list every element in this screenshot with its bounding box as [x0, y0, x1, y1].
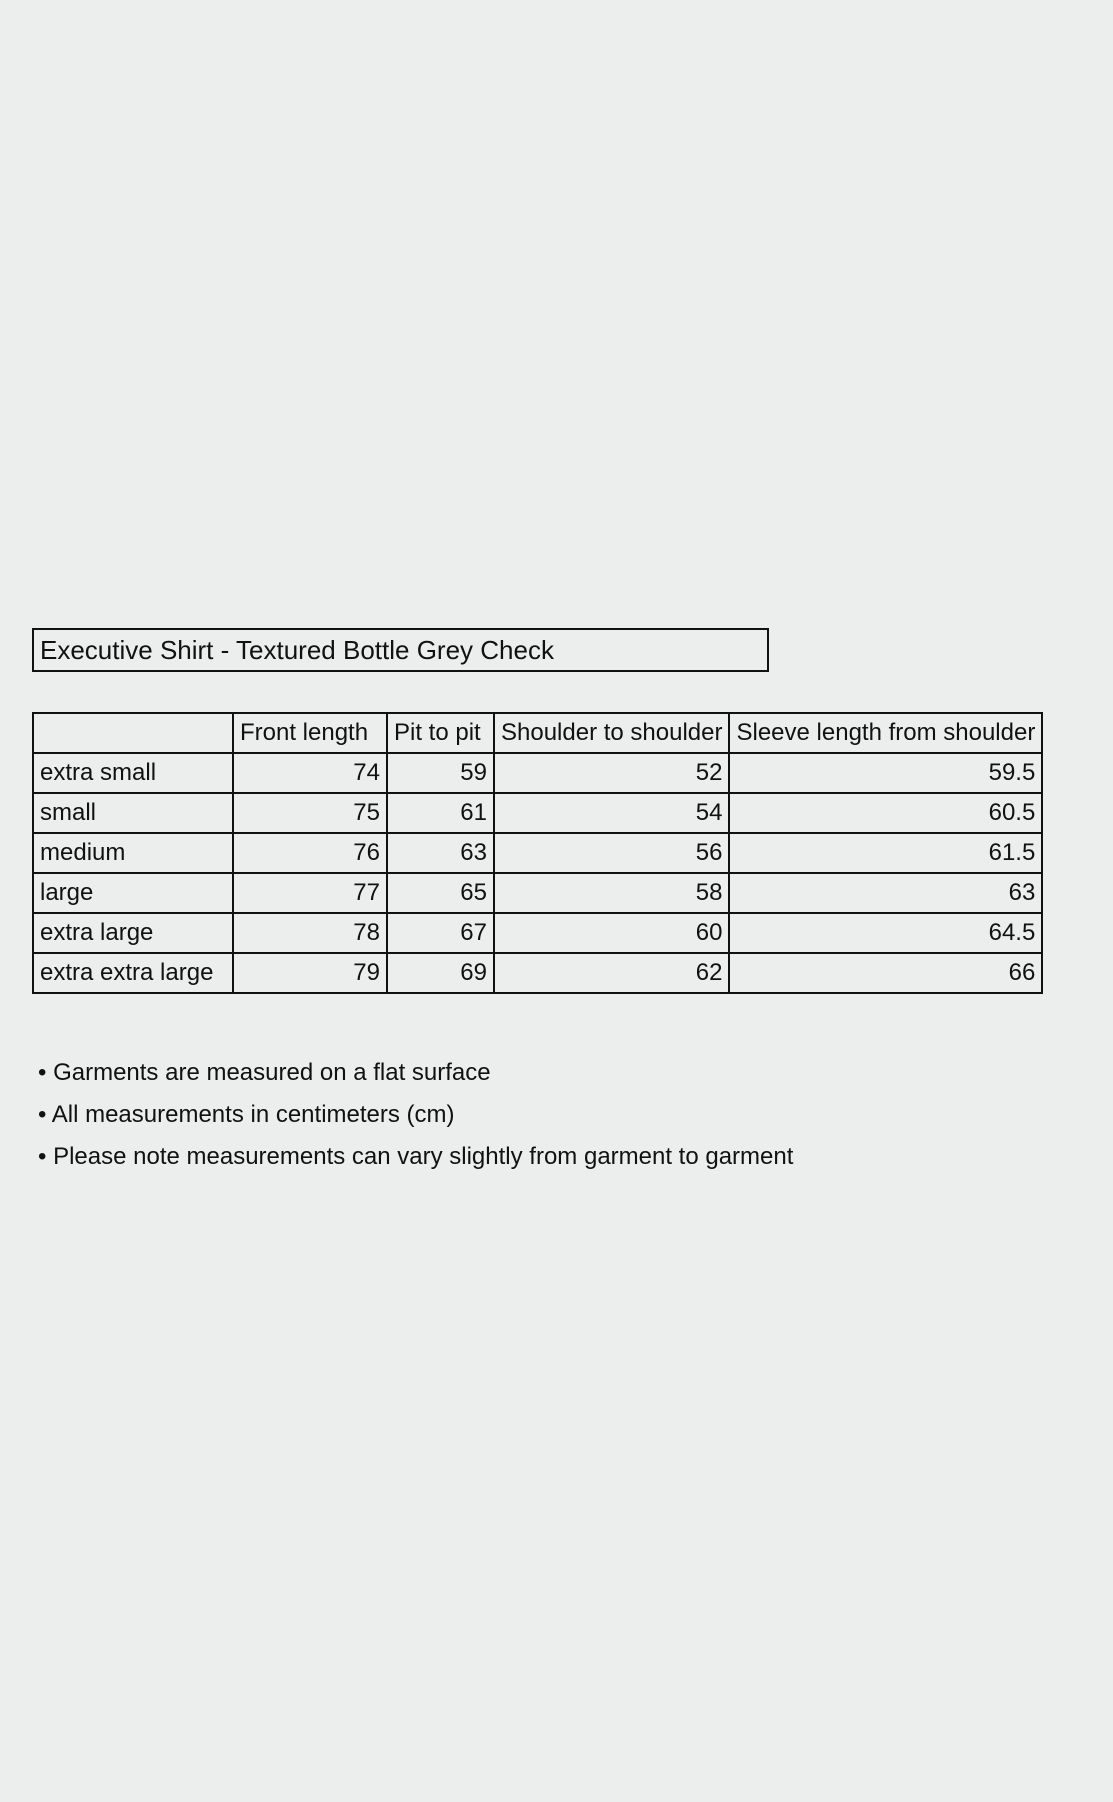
measurement: 56	[492, 832, 731, 874]
measurement: 76	[232, 832, 388, 874]
measurement: 67	[386, 912, 495, 954]
table-row: extra small 74 59 52 59.5	[32, 752, 1044, 794]
size-table: Front length Pit to pit Shoulder to should…	[32, 712, 1044, 994]
table-row: small 75 61 54 60.5	[32, 792, 1044, 834]
column-header: Front length	[232, 712, 388, 754]
measurement: 60.5	[728, 792, 1044, 834]
measurement: 69	[386, 952, 495, 994]
measurement: 61.5	[728, 832, 1044, 874]
measurement: 59.5	[728, 752, 1044, 794]
table-row: extra large 78 67 60 64.5	[32, 912, 1044, 954]
note: • All measurements in centimeters (cm)	[38, 1101, 455, 1128]
measurement: 52	[492, 752, 731, 794]
title-box: Executive Shirt - Textured Bottle Grey C…	[32, 628, 769, 672]
table-body: extra small 74 59 52 59.5 small 75 61 54 60.5 medi…	[32, 752, 1044, 994]
corner-cell	[32, 712, 234, 754]
measurement: 75	[232, 792, 388, 834]
measurement: 59	[386, 752, 495, 794]
table-row: medium 76 63 56 61.5	[32, 832, 1044, 874]
size-label: extra large	[32, 912, 234, 954]
measurement: 74	[232, 752, 388, 794]
measurement: 79	[232, 952, 388, 994]
measurement: 60	[492, 912, 731, 954]
size-label: small	[32, 792, 234, 834]
table-row: extra extra large 79 69 62 66	[32, 952, 1044, 994]
note: • Please note measurements can vary slig…	[38, 1143, 794, 1170]
size-label: extra extra large	[32, 952, 234, 994]
column-header: Shoulder to shoulder	[492, 712, 731, 754]
measurement: 64.5	[728, 912, 1044, 954]
note: • Garments are measured on a flat surfac…	[38, 1059, 491, 1086]
measurement: 62	[492, 952, 731, 994]
column-header: Sleeve length from shoulder	[728, 712, 1044, 754]
measurement: 65	[386, 872, 495, 914]
measurement: 63	[728, 872, 1044, 914]
table-row: large 77 65 58 63	[32, 872, 1044, 914]
measurement: 66	[728, 952, 1044, 994]
measurement: 63	[386, 832, 495, 874]
column-header: Pit to pit	[386, 712, 495, 754]
size-label: extra small	[32, 752, 234, 794]
measurement: 78	[232, 912, 388, 954]
size-label: medium	[32, 832, 234, 874]
title: Executive Shirt - Textured Bottle Grey C…	[40, 635, 554, 665]
measurement: 58	[492, 872, 731, 914]
measurement: 77	[232, 872, 388, 914]
size-label: large	[32, 872, 234, 914]
header-row: Front length Pit to pit Shoulder to should…	[32, 712, 1044, 754]
measurement: 61	[386, 792, 495, 834]
notes: • Garments are measured on a flat surfac…	[38, 1052, 793, 1178]
measurement: 54	[492, 792, 731, 834]
